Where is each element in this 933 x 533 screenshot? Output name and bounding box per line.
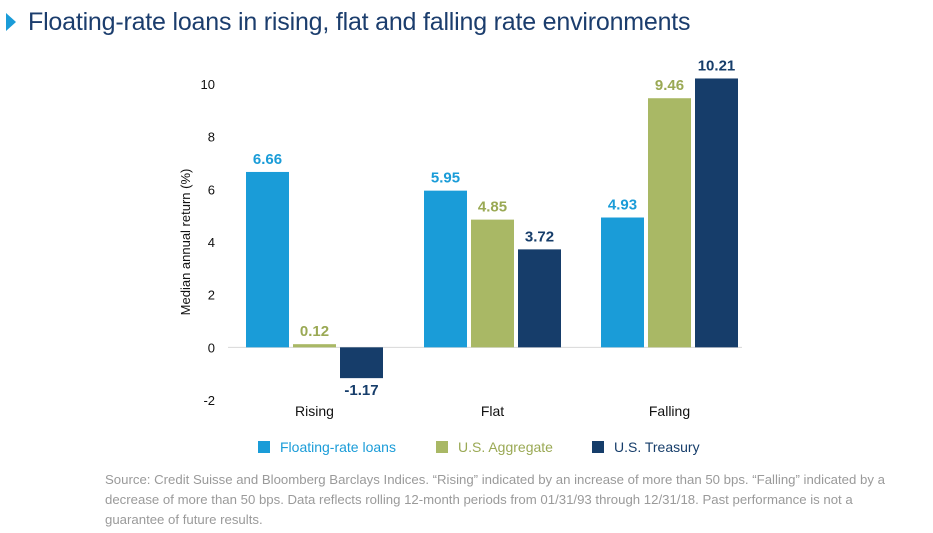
data-label: 4.85	[478, 199, 507, 216]
title-row: Floating-rate loans in rising, flat and …	[6, 4, 691, 40]
bar	[424, 190, 467, 348]
bar-chart: Median annual return (%) -2 0 2 4 6 8 10 6.66 0.1…	[178, 57, 742, 455]
title-arrow-icon	[6, 13, 16, 31]
page-title: Floating-rate loans in rising, flat and …	[28, 7, 691, 36]
bar	[518, 249, 561, 348]
legend-swatch	[258, 441, 270, 453]
y-tick-label: 0	[208, 340, 215, 355]
legend-entry: Floating-rate loans	[280, 439, 396, 455]
data-label: 3.72	[525, 228, 554, 245]
legend-swatch	[592, 441, 604, 453]
bar	[648, 98, 691, 348]
bar	[695, 78, 738, 348]
bar	[340, 347, 383, 379]
y-tick-label: 10	[201, 77, 215, 92]
bar	[471, 219, 514, 348]
y-axis-label: Median annual return (%)	[178, 169, 193, 316]
x-tick-label: Rising	[295, 403, 334, 419]
bar	[293, 344, 336, 348]
x-tick-label: Falling	[649, 403, 690, 419]
y-tick-label: -2	[203, 393, 215, 408]
data-label: 9.46	[655, 77, 684, 94]
y-tick-label: 4	[208, 235, 215, 250]
source-note: Source: Credit Suisse and Bloomberg Barc…	[105, 472, 885, 527]
y-tick-label: 6	[208, 182, 215, 197]
data-label: 0.12	[300, 323, 329, 340]
data-label: 4.93	[608, 197, 637, 214]
legend-entry: U.S. Treasury	[614, 439, 700, 455]
data-label: 5.95	[431, 170, 460, 187]
bar	[601, 217, 644, 348]
x-tick-label: Flat	[481, 403, 504, 419]
legend-entry: U.S. Aggregate	[458, 439, 553, 455]
legend-swatch	[436, 441, 448, 453]
data-label: 6.66	[253, 151, 282, 168]
data-label: 10.21	[698, 57, 736, 74]
bar	[246, 171, 289, 348]
data-label: -1.17	[344, 382, 378, 399]
y-tick-label: 2	[208, 288, 215, 303]
y-tick-label: 8	[208, 130, 215, 145]
